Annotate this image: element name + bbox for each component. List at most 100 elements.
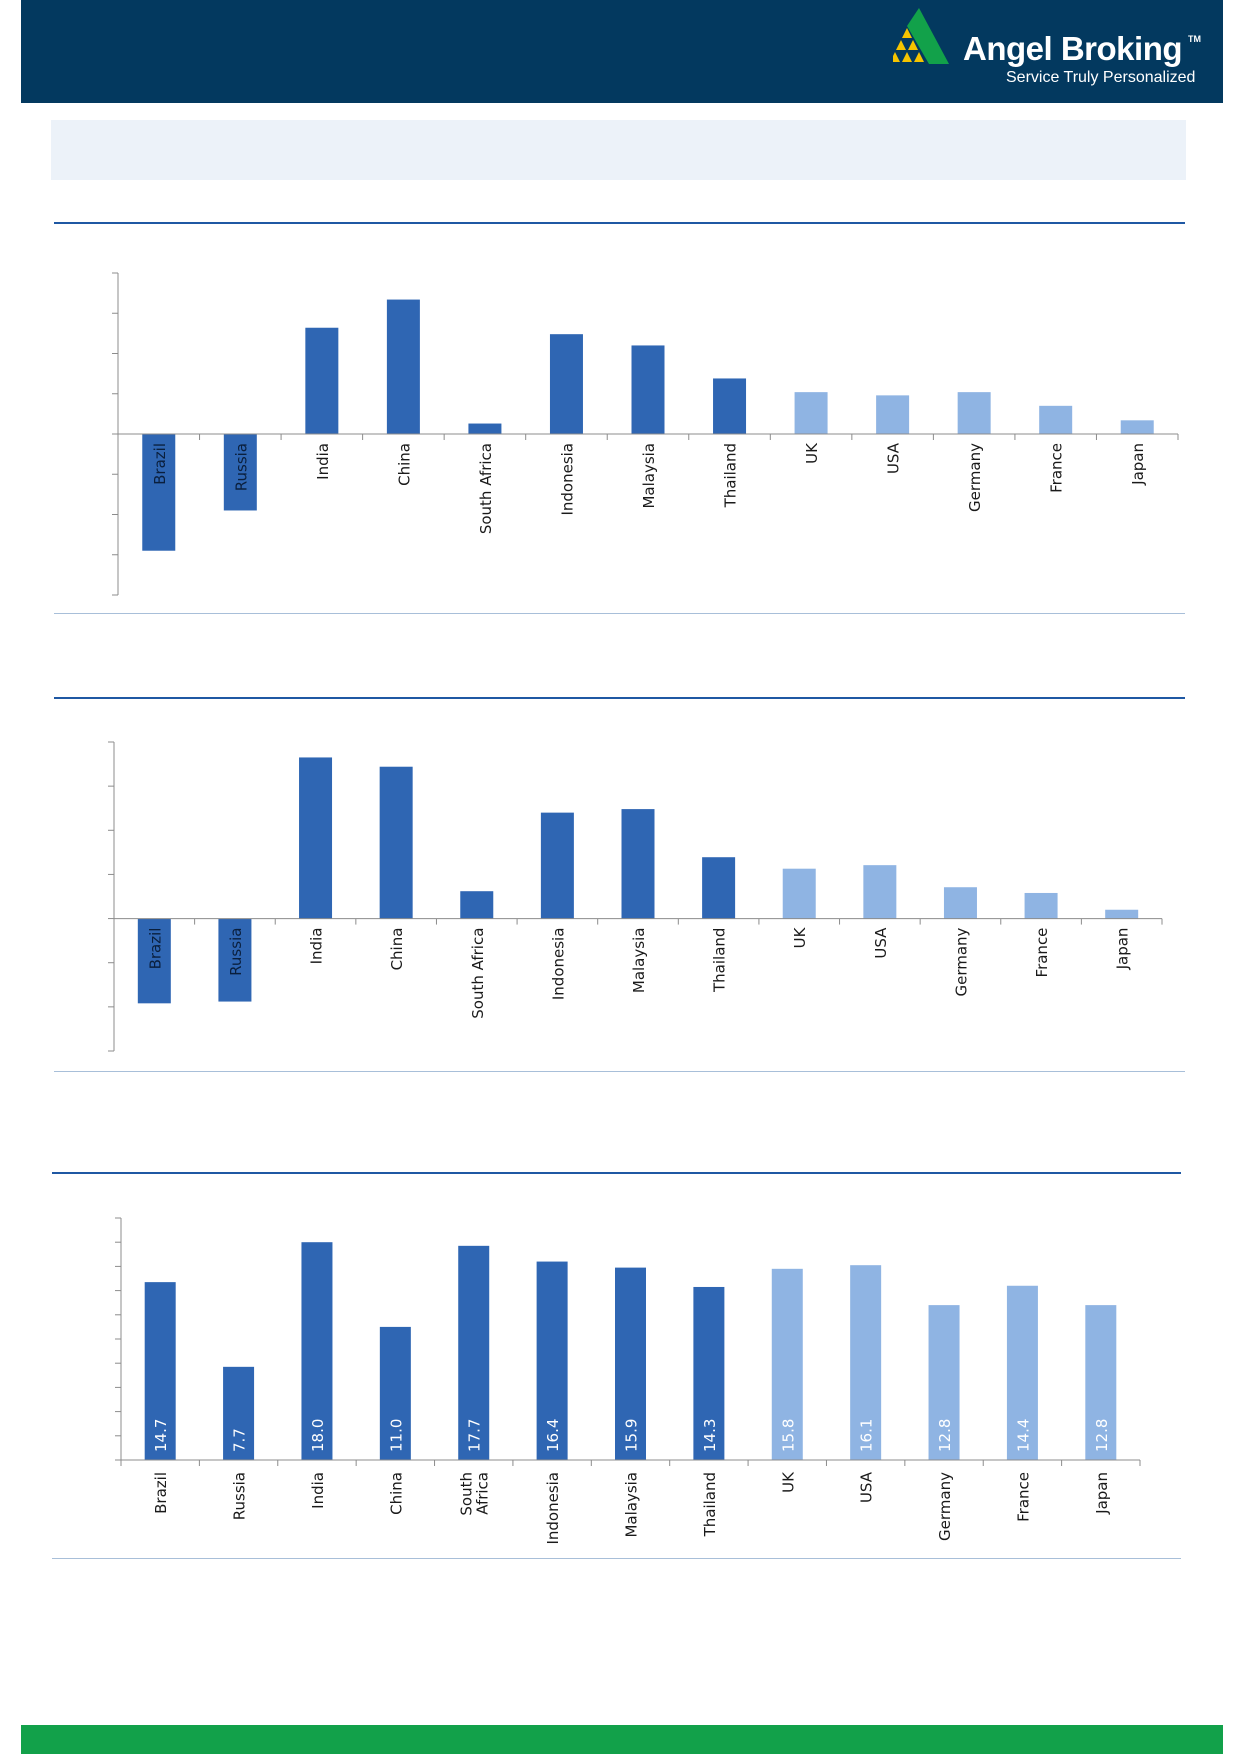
chart2-top-rule bbox=[54, 697, 1185, 699]
bar-thailand bbox=[713, 378, 747, 434]
data-label-uk: 15.8 bbox=[779, 1419, 797, 1452]
brand-logo: Angel Broking TM Service Truly Personali… bbox=[893, 8, 1233, 93]
bar-france bbox=[1006, 1285, 1038, 1460]
bar-india bbox=[299, 757, 333, 919]
x-label-thailand: Thailand bbox=[722, 443, 740, 508]
bar-china bbox=[379, 766, 413, 919]
x-label-usa: USA bbox=[885, 442, 903, 474]
bar-china bbox=[379, 1326, 411, 1460]
data-label-russia: 7.7 bbox=[231, 1428, 249, 1452]
bar-france bbox=[1024, 892, 1058, 919]
x-label-indonesia: Indonesia bbox=[549, 928, 567, 1001]
bar-thailand bbox=[702, 857, 736, 919]
x-label-south-africa: South Africa bbox=[477, 443, 495, 534]
bar-japan bbox=[1105, 909, 1139, 919]
bar-russia bbox=[218, 918, 252, 1002]
bar-usa bbox=[876, 395, 910, 434]
bar-thailand bbox=[693, 1286, 725, 1460]
chart-3: Brazil Russia India China SouthAfrica Indones… bbox=[115, 1217, 1141, 1545]
bar-india bbox=[305, 327, 339, 434]
x-label-line: Africa bbox=[474, 1472, 492, 1515]
bar-brazil bbox=[144, 1282, 176, 1460]
x-label-uk: UK bbox=[791, 926, 809, 948]
bar-germany bbox=[928, 1305, 960, 1460]
x-label-germany: Germany bbox=[966, 443, 984, 512]
x-label-brazil: Brazil bbox=[152, 1472, 170, 1514]
x-label-malaysia: Malaysia bbox=[640, 443, 658, 509]
bar-south-africa bbox=[460, 891, 494, 919]
bar-japan bbox=[1085, 1305, 1117, 1460]
x-label-uk: UK bbox=[779, 1471, 797, 1493]
x-label-usa: USA bbox=[872, 927, 890, 959]
bar-south-africa bbox=[468, 423, 502, 434]
x-label-line: South bbox=[458, 1472, 476, 1516]
x-label-south-africa: SouthAfrica bbox=[458, 1472, 492, 1516]
bar-brazil bbox=[137, 918, 171, 1004]
bar-indonesia bbox=[540, 812, 574, 919]
x-label-thailand: Thailand bbox=[711, 928, 729, 993]
x-label-indonesia: Indonesia bbox=[544, 1472, 562, 1545]
bar-usa bbox=[863, 865, 897, 919]
data-label-malaysia: 15.9 bbox=[623, 1419, 641, 1452]
bar-japan bbox=[1120, 420, 1154, 434]
chart-2: Brazil Russia India China South Africa Indone… bbox=[108, 741, 1163, 1052]
title-banner bbox=[51, 120, 1186, 180]
bar-germany bbox=[957, 392, 991, 434]
bar-russia bbox=[223, 1366, 255, 1460]
data-label-china: 11.0 bbox=[387, 1419, 405, 1452]
bar-uk bbox=[782, 868, 816, 919]
bar-indonesia bbox=[549, 334, 583, 434]
x-label-france: France bbox=[1033, 928, 1051, 978]
x-label-japan: Japan bbox=[1129, 443, 1147, 486]
data-label-thailand: 14.3 bbox=[701, 1419, 719, 1452]
x-label-china: China bbox=[387, 1472, 405, 1515]
data-label-indonesia: 16.4 bbox=[544, 1419, 562, 1452]
x-label-russia: Russia bbox=[232, 443, 250, 491]
angel-logo-icon bbox=[893, 8, 949, 64]
x-label-russia: Russia bbox=[231, 1472, 249, 1520]
bar-malaysia bbox=[615, 1267, 646, 1460]
x-label-germany: Germany bbox=[952, 927, 970, 996]
data-label-japan: 12.8 bbox=[1093, 1419, 1111, 1452]
x-label-thailand: Thailand bbox=[701, 1472, 719, 1537]
bar-uk bbox=[794, 392, 828, 434]
chart3-top-rule bbox=[52, 1172, 1181, 1174]
x-label-japan: Japan bbox=[1114, 928, 1132, 971]
x-label-south-africa: South Africa bbox=[469, 928, 487, 1019]
bar-france bbox=[1039, 405, 1073, 434]
x-label-uk: UK bbox=[803, 442, 821, 464]
brand-name: Angel Broking bbox=[963, 30, 1183, 67]
chart-1: Brazil Russia India China South Africa Indone… bbox=[112, 272, 1179, 596]
bar-uk bbox=[771, 1268, 803, 1460]
x-label-usa: USA bbox=[858, 1471, 876, 1503]
bar-usa bbox=[850, 1265, 882, 1460]
chart1-bottom-rule bbox=[54, 613, 1185, 614]
chart2-bottom-rule bbox=[54, 1071, 1185, 1072]
x-label-india: India bbox=[314, 443, 332, 480]
page-header: Angel Broking TM Service Truly Personali… bbox=[21, 0, 1223, 103]
x-label-germany: Germany bbox=[936, 1472, 954, 1541]
x-label-china: China bbox=[388, 928, 406, 971]
x-label-malaysia: Malaysia bbox=[623, 1472, 641, 1538]
x-label-india: India bbox=[309, 1472, 327, 1509]
data-label-germany: 12.8 bbox=[936, 1419, 954, 1452]
bar-china bbox=[386, 299, 420, 434]
data-label-usa: 16.1 bbox=[858, 1419, 876, 1452]
footer-bar bbox=[21, 1725, 1223, 1754]
data-label-south-africa: 17.7 bbox=[466, 1419, 484, 1452]
x-label-brazil: Brazil bbox=[151, 443, 169, 485]
bar-brazil bbox=[142, 434, 176, 551]
bar-malaysia bbox=[621, 809, 655, 919]
x-label-france: France bbox=[1048, 443, 1066, 493]
trademark-mark: TM bbox=[1188, 34, 1201, 44]
bar-russia bbox=[223, 434, 257, 511]
x-label-indonesia: Indonesia bbox=[558, 443, 576, 516]
bar-south-africa bbox=[458, 1245, 490, 1460]
x-label-france: France bbox=[1014, 1472, 1032, 1522]
x-label-malaysia: Malaysia bbox=[630, 928, 648, 994]
chart1-top-rule bbox=[54, 222, 1185, 224]
chart3-bottom-rule bbox=[52, 1558, 1181, 1559]
bar-germany bbox=[943, 887, 977, 919]
x-label-india: India bbox=[308, 928, 326, 965]
x-label-russia: Russia bbox=[227, 928, 245, 976]
